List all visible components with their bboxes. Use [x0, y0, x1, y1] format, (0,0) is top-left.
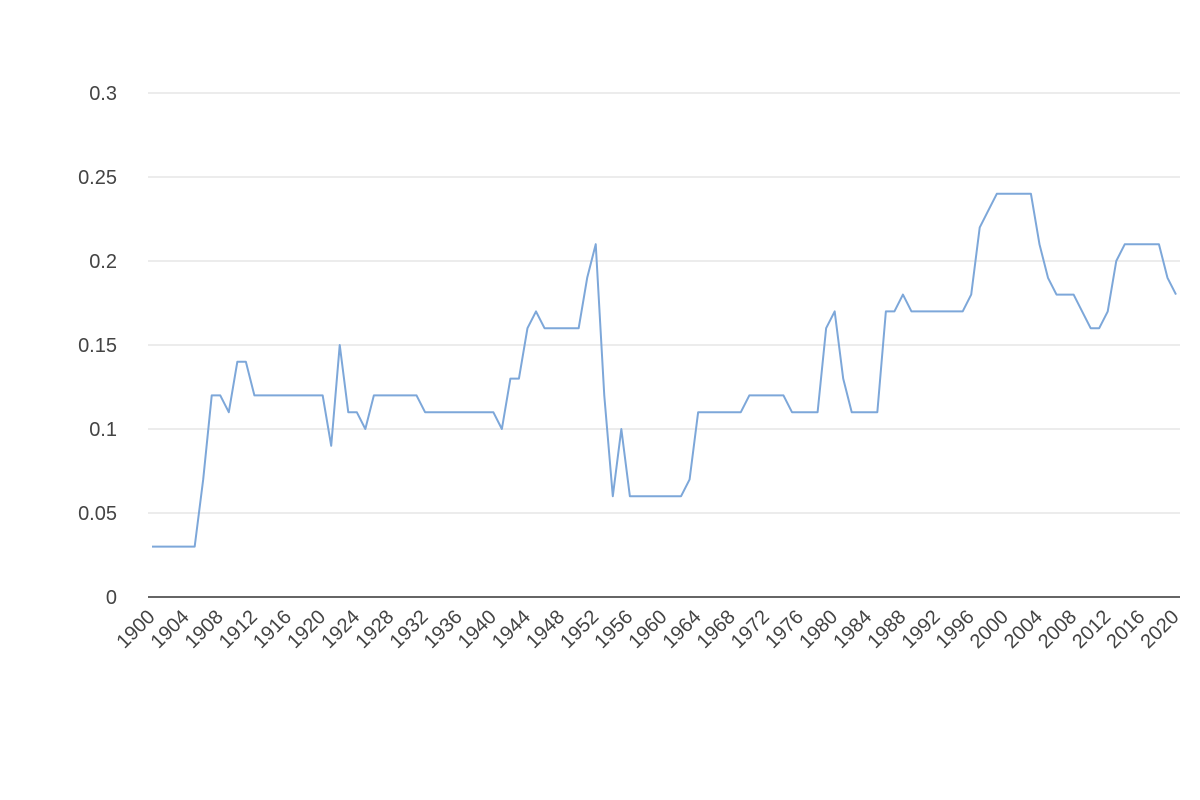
- x-tick-label: 1964: [659, 606, 706, 653]
- x-tick-label: 1952: [556, 606, 603, 653]
- x-tick-label: 1980: [795, 606, 842, 653]
- x-tick-label: 2016: [1102, 606, 1149, 653]
- y-tick-label: 0.1: [89, 419, 117, 441]
- y-tick-label: 0.2: [89, 251, 117, 273]
- x-tick-label: 1908: [181, 606, 228, 653]
- x-tick-label: 1956: [590, 606, 637, 653]
- x-tick-label: 1996: [932, 606, 979, 653]
- x-tick-label: 1976: [761, 606, 808, 653]
- x-tick-label: 2000: [966, 606, 1013, 653]
- y-tick-label: 0: [106, 587, 117, 609]
- x-tick-label: 1948: [522, 606, 569, 653]
- x-tick-label: 1928: [351, 606, 398, 653]
- x-tick-label: 1936: [420, 606, 467, 653]
- x-tick-label: 1988: [863, 606, 910, 653]
- x-tick-label: 1904: [147, 606, 194, 653]
- x-tick-label: 1916: [249, 606, 296, 653]
- x-tick-label: 2012: [1068, 606, 1115, 653]
- x-tick-label: 1924: [317, 606, 364, 653]
- x-tick-label: 1972: [727, 606, 774, 653]
- y-tick-label: 0.3: [89, 83, 117, 105]
- x-tick-label: 1912: [215, 606, 262, 653]
- x-tick-label: 1920: [283, 606, 330, 653]
- x-tick-label: 1968: [693, 606, 740, 653]
- data-line: [152, 192, 1177, 548]
- x-tick-label: 2008: [1034, 606, 1081, 653]
- y-tick-label: 0.15: [78, 335, 117, 357]
- x-tick-label: 1992: [898, 606, 945, 653]
- y-tick-label: 0.05: [78, 503, 117, 525]
- x-tick-label: 1940: [454, 606, 501, 653]
- x-tick-label: 1960: [625, 606, 672, 653]
- x-tick-label: 1944: [488, 606, 535, 653]
- x-tick-label: 2020: [1137, 606, 1184, 653]
- y-tick-label: 0.25: [78, 167, 117, 189]
- x-tick-label: 2004: [1000, 606, 1047, 653]
- x-tick-label: 1932: [386, 606, 433, 653]
- x-tick-label: 1984: [829, 606, 876, 653]
- x-tick-label: 1900: [113, 606, 160, 653]
